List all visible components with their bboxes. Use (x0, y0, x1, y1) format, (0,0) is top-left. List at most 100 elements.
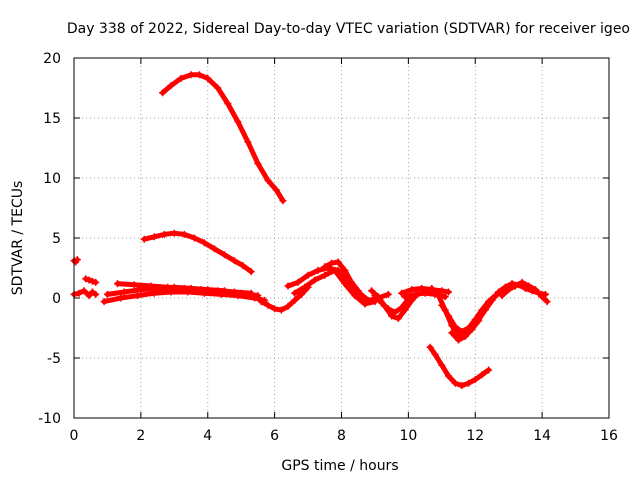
data-point (341, 266, 349, 274)
data-point (331, 266, 339, 274)
data-point (445, 372, 452, 380)
data-point (418, 284, 426, 292)
data-point (92, 290, 100, 298)
y-tick-label: -10 (38, 411, 61, 427)
data-point (458, 382, 466, 390)
data-point (80, 287, 88, 295)
data-point (220, 287, 228, 295)
data-point (204, 74, 212, 82)
series-big-dip-c (448, 317, 483, 344)
data-point (438, 287, 446, 295)
data-point (445, 288, 452, 296)
data-point (451, 379, 459, 387)
data-point (458, 328, 466, 336)
x-tick-label: 16 (600, 428, 618, 444)
data-layer (70, 71, 551, 390)
x-tick-label: 12 (466, 428, 484, 444)
x-tick-label: 14 (533, 428, 551, 444)
data-point (495, 288, 503, 296)
data-point (525, 282, 533, 290)
data-point (327, 259, 335, 267)
series-arc-mid (140, 229, 255, 276)
data-point (75, 289, 83, 297)
data-point (150, 233, 158, 241)
data-point (224, 100, 232, 108)
data-point (85, 276, 93, 284)
data-point (505, 286, 513, 294)
data-point (113, 280, 121, 288)
data-point (187, 71, 195, 79)
series-trough-6h (257, 283, 312, 314)
data-point (130, 281, 138, 289)
data-point (311, 276, 319, 284)
data-point (291, 296, 299, 304)
data-point (257, 298, 265, 306)
data-point (210, 245, 218, 253)
data-point (137, 286, 145, 294)
y-tick-label: 15 (43, 111, 61, 127)
series-wave-7-8c (321, 258, 362, 295)
data-point (461, 332, 469, 340)
data-point (538, 293, 546, 301)
data-point (511, 282, 519, 290)
series-band-mid (103, 283, 262, 300)
data-point (301, 283, 309, 291)
series-trace (160, 72, 286, 204)
data-point (314, 266, 322, 274)
data-point (431, 350, 439, 358)
data-point (167, 82, 175, 90)
data-point (239, 262, 247, 270)
data-point (368, 287, 376, 295)
data-point (271, 305, 279, 313)
data-point (88, 277, 96, 285)
data-point (428, 284, 436, 292)
data-point (272, 186, 280, 194)
y-tick-label: 0 (52, 291, 61, 307)
data-point (398, 289, 406, 297)
data-point (371, 292, 379, 300)
data-point (485, 366, 493, 374)
data-point (244, 138, 252, 146)
y-tick-label: 5 (52, 231, 61, 247)
series-trace (427, 344, 492, 389)
data-point (391, 308, 399, 316)
data-point (264, 176, 272, 184)
ticks: 0 2 4 6 8 10 12 14 16 -10 -5 0 5 10 15 20 (38, 51, 618, 444)
data-point (441, 293, 449, 301)
data-point (485, 298, 493, 306)
data-point (190, 234, 198, 242)
data-point (284, 282, 292, 290)
data-point (73, 256, 81, 264)
data-point (200, 239, 208, 247)
data-point (264, 301, 272, 309)
series-arc-high (159, 71, 287, 205)
data-point (117, 294, 125, 302)
data-point (445, 312, 452, 320)
data-point (478, 306, 486, 314)
y-tick-label: 20 (43, 51, 61, 67)
data-point (159, 89, 167, 97)
data-point (134, 292, 142, 300)
data-point (321, 263, 329, 271)
data-point (187, 284, 195, 292)
data-point (234, 118, 242, 126)
data-point (498, 292, 506, 300)
data-point (254, 292, 262, 300)
series-trace (372, 293, 411, 315)
data-point (434, 292, 442, 300)
data-point (341, 280, 349, 288)
data-point (465, 379, 473, 387)
data-point (180, 230, 188, 238)
data-point (140, 235, 148, 243)
data-point (220, 251, 228, 259)
data-point (103, 290, 111, 298)
data-point (247, 268, 255, 276)
series-start-cluster (70, 287, 100, 300)
data-point (195, 71, 203, 79)
data-point (475, 317, 483, 325)
x-tick-label: 6 (270, 428, 279, 444)
x-tick-label: 10 (399, 428, 417, 444)
x-tick-label: 8 (337, 428, 346, 444)
